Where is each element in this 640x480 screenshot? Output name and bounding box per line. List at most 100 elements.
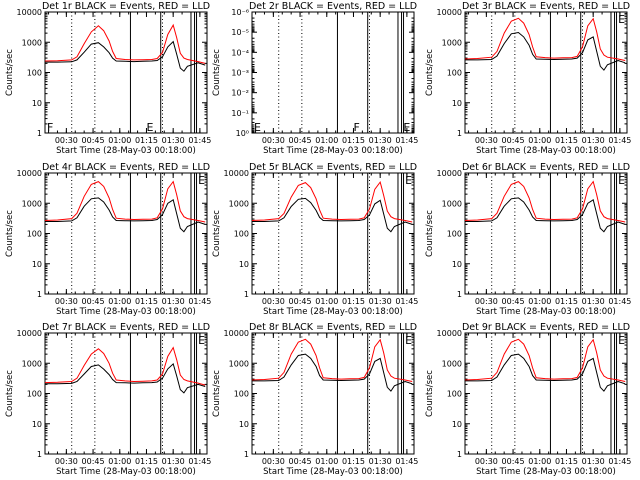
y-tick-label: 1000	[22, 199, 42, 208]
x-tick-label: 00:45	[82, 136, 105, 145]
panel-title: Det 2r BLACK = Events, RED = LLD	[249, 1, 417, 12]
y-tick-label: 1	[457, 450, 462, 459]
panel-det-7: Det 7r BLACK = Events, RED = LLD10000100…	[5, 322, 211, 477]
flag-marker-label: E	[405, 174, 412, 187]
x-tick-label: 01:15	[342, 297, 365, 306]
y-tick-label: 10000	[224, 169, 249, 178]
y-axis-label: Counts/sec	[425, 49, 435, 96]
x-tick-label: 00:45	[82, 457, 105, 466]
y-tick-label: 10	[239, 420, 249, 429]
x-tick-label: 01:30	[369, 457, 392, 466]
events-series-line	[45, 197, 206, 233]
x-tick-label: 01:30	[162, 457, 185, 466]
panel-det-6: Det 6r BLACK = Events, RED = LLD10000100…	[425, 162, 631, 317]
x-tick-label: 01:15	[135, 297, 158, 306]
y-tick-label: 100	[447, 390, 462, 399]
y-tick-label: 1000	[22, 38, 42, 47]
x-tick-label: 01:00	[528, 457, 551, 466]
y-tick-label: 10⁰	[236, 129, 249, 138]
x-tick-label: 01:30	[582, 136, 605, 145]
y-tick-label: 1000	[229, 359, 249, 368]
y-tick-label: 1	[37, 290, 42, 299]
x-tick-label: 00:45	[289, 136, 312, 145]
x-tick-label: 01:00	[528, 136, 551, 145]
y-tick-label: 1	[457, 129, 462, 138]
x-tick-label: 01:45	[608, 297, 631, 306]
x-tick-label: 00:30	[262, 297, 285, 306]
y-tick-label: 100	[234, 390, 249, 399]
x-axis-label: Start Time (28-May-03 00:18:00)	[263, 146, 403, 156]
x-tick-label: 00:45	[289, 297, 312, 306]
x-tick-label: 00:30	[55, 297, 78, 306]
x-tick-label: 00:30	[475, 136, 498, 145]
y-tick-label: 10	[32, 260, 42, 269]
flag-marker-label: E	[254, 121, 261, 134]
plot-frame	[464, 332, 628, 455]
panel-title: Det 9r BLACK = Events, RED = LLD	[462, 322, 630, 333]
x-tick-label: 00:45	[289, 457, 312, 466]
x-tick-label: 01:45	[188, 297, 211, 306]
y-tick-label: 10000	[17, 329, 42, 338]
x-axis-label: Start Time (28-May-03 00:18:00)	[56, 146, 196, 156]
x-tick-label: 01:30	[369, 297, 392, 306]
lld-series-line	[44, 180, 206, 223]
panel-title: Det 8r BLACK = Events, RED = LLD	[249, 322, 417, 333]
y-tick-label: 10⁻³	[231, 69, 249, 78]
y-tick-label: 10	[452, 420, 462, 429]
flag-marker-label: E	[405, 334, 412, 347]
lld-series-line	[464, 338, 626, 382]
x-tick-label: 01:45	[395, 457, 418, 466]
plot-frame	[464, 11, 628, 134]
y-tick-label: 100	[27, 230, 42, 239]
panel-title: Det 3r BLACK = Events, RED = LLD	[462, 1, 630, 12]
events-series-line	[45, 40, 206, 72]
lld-series-line	[251, 180, 413, 223]
y-tick-label: 10	[239, 260, 249, 269]
x-axis-label: Start Time (28-May-03 00:18:00)	[56, 467, 196, 477]
x-tick-label: 01:15	[342, 457, 365, 466]
x-axis-label: Start Time (28-May-03 00:18:00)	[476, 307, 616, 317]
x-tick-label: 00:45	[502, 297, 525, 306]
panel-title: Det 6r BLACK = Events, RED = LLD	[462, 162, 630, 173]
flag-marker-label: E	[618, 13, 625, 26]
x-tick-label: 00:30	[262, 136, 285, 145]
panel-title: Det 1r BLACK = Events, RED = LLD	[42, 1, 210, 12]
y-tick-label: 10⁻¹	[231, 109, 249, 118]
y-tick-label: 1	[37, 450, 42, 459]
x-tick-label: 00:45	[502, 457, 525, 466]
x-tick-label: 01:30	[582, 457, 605, 466]
y-tick-label: 10000	[224, 329, 249, 338]
y-tick-label: 1	[457, 290, 462, 299]
x-tick-label: 00:30	[262, 457, 285, 466]
flag-marker-label: E	[146, 121, 153, 134]
plot-frame	[251, 332, 415, 455]
y-tick-label: 10	[452, 99, 462, 108]
x-tick-label: 01:00	[108, 457, 131, 466]
y-tick-label: 10	[452, 260, 462, 269]
x-axis-label: Start Time (28-May-03 00:18:00)	[263, 467, 403, 477]
y-tick-label: 10000	[17, 8, 42, 17]
x-tick-label: 01:00	[315, 457, 338, 466]
lld-series-line	[44, 346, 206, 386]
x-tick-label: 01:15	[135, 457, 158, 466]
panel-det-4: Det 4r BLACK = Events, RED = LLD10000100…	[5, 162, 211, 317]
x-tick-label: 00:45	[502, 136, 525, 145]
events-series-line	[465, 31, 626, 71]
x-tick-label: 01:00	[315, 297, 338, 306]
flag-marker-label: E	[403, 121, 410, 134]
events-series-line	[465, 353, 626, 392]
y-axis-label: Counts/sec	[425, 370, 435, 417]
x-tick-label: 00:30	[55, 457, 78, 466]
y-tick-label: 10⁻⁵	[231, 28, 249, 37]
flag-marker-label: F	[47, 121, 53, 134]
y-tick-label: 1	[244, 450, 249, 459]
events-series-line	[45, 362, 206, 394]
x-tick-label: 01:15	[342, 136, 365, 145]
x-tick-label: 01:30	[162, 136, 185, 145]
x-tick-label: 00:30	[55, 136, 78, 145]
panel-title: Det 5r BLACK = Events, RED = LLD	[249, 162, 417, 173]
y-tick-label: 10⁻²	[231, 89, 249, 98]
y-tick-label: 100	[27, 69, 42, 78]
